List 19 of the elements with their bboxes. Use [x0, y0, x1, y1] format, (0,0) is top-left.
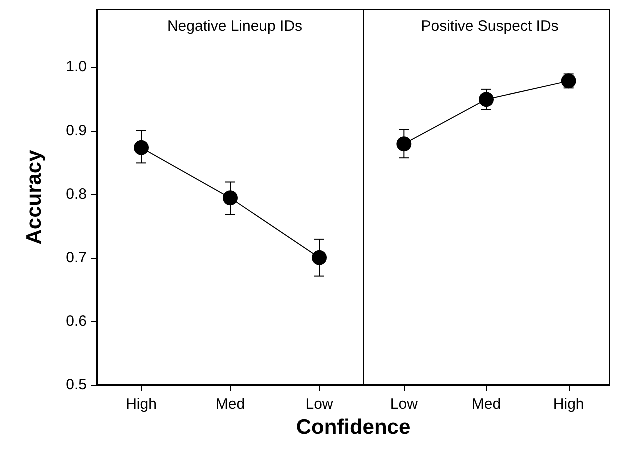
y-axis-title: Accuracy: [23, 150, 46, 245]
text: Positive Suspect IDs: [421, 18, 559, 35]
point: [134, 140, 149, 156]
y-tick-label: 0.5: [66, 376, 87, 394]
x-tick-label: High: [553, 396, 584, 413]
x-tick-label: Med: [216, 396, 246, 413]
point: [223, 190, 238, 206]
y-tick-label: 0.9: [66, 122, 87, 140]
y-tick-label: 0.7: [66, 249, 87, 266]
x-tick-label: Med: [472, 396, 502, 413]
x-tick-label: Low: [306, 396, 334, 413]
text: Negative Lineup IDs: [167, 18, 303, 35]
point: [312, 250, 327, 266]
x-tick-label: Low: [390, 396, 418, 413]
x-tick-label: High: [126, 396, 157, 413]
y-tick-label: 0.6: [66, 312, 87, 330]
y-tick-label: 1.0: [66, 58, 87, 76]
x-axis-title: Confidence: [295, 416, 412, 440]
y-tick-label: 0.8: [66, 186, 87, 203]
